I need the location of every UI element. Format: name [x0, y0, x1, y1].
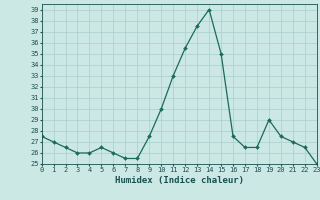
X-axis label: Humidex (Indice chaleur): Humidex (Indice chaleur) — [115, 176, 244, 185]
